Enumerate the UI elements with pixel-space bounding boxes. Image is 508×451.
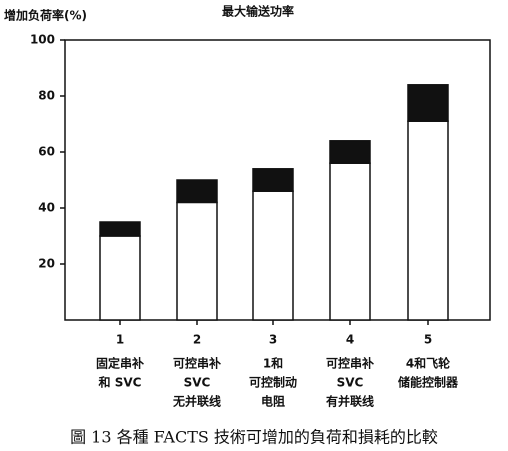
category-description: 1和 [263, 356, 283, 371]
bar-segment [407, 84, 449, 122]
chart-title: 最大输送功率 [222, 4, 294, 19]
y-tick-label: 100 [30, 33, 55, 47]
category-description: 固定串补 [96, 356, 144, 371]
category-description: 可控串补 [326, 356, 374, 371]
bar-segment [407, 120, 449, 321]
caption: 圖 13 各種 FACTS 技術可增加的負荷和損耗的比較 [70, 428, 438, 447]
bar-segment [176, 201, 218, 321]
bar-segment [329, 162, 371, 321]
y-tick-label: 80 [38, 89, 55, 103]
category-description: 无并联线 [172, 394, 221, 409]
bar-segment [252, 168, 294, 192]
category-description: SVC [337, 376, 364, 390]
y-axis-label: 增加负荷率(%) [4, 8, 87, 23]
x-tick-label: 3 [269, 333, 277, 347]
category-description: 4和飞轮 [406, 356, 451, 371]
bar-segment [176, 179, 218, 204]
category-description: 和 SVC [98, 375, 142, 390]
category-description: 储能控制器 [398, 375, 459, 390]
bar-segment [252, 190, 294, 321]
y-tick-label: 40 [38, 201, 55, 215]
category-description: 电阻 [261, 394, 285, 409]
category-description: 可控串补 [173, 356, 221, 371]
x-tick-label: 2 [193, 333, 201, 347]
bar-segment [329, 140, 371, 164]
y-tick-label: 60 [38, 145, 55, 159]
bar-segment [99, 221, 141, 237]
bar-segment [99, 235, 141, 321]
x-tick-label: 5 [424, 333, 432, 347]
y-tick-label: 20 [38, 257, 55, 271]
x-tick-label: 1 [116, 333, 124, 347]
x-tick-label: 4 [346, 333, 354, 347]
category-description: 有并联线 [326, 394, 374, 409]
category-description: 可控制动 [249, 375, 297, 390]
category-description: SVC [184, 376, 211, 390]
